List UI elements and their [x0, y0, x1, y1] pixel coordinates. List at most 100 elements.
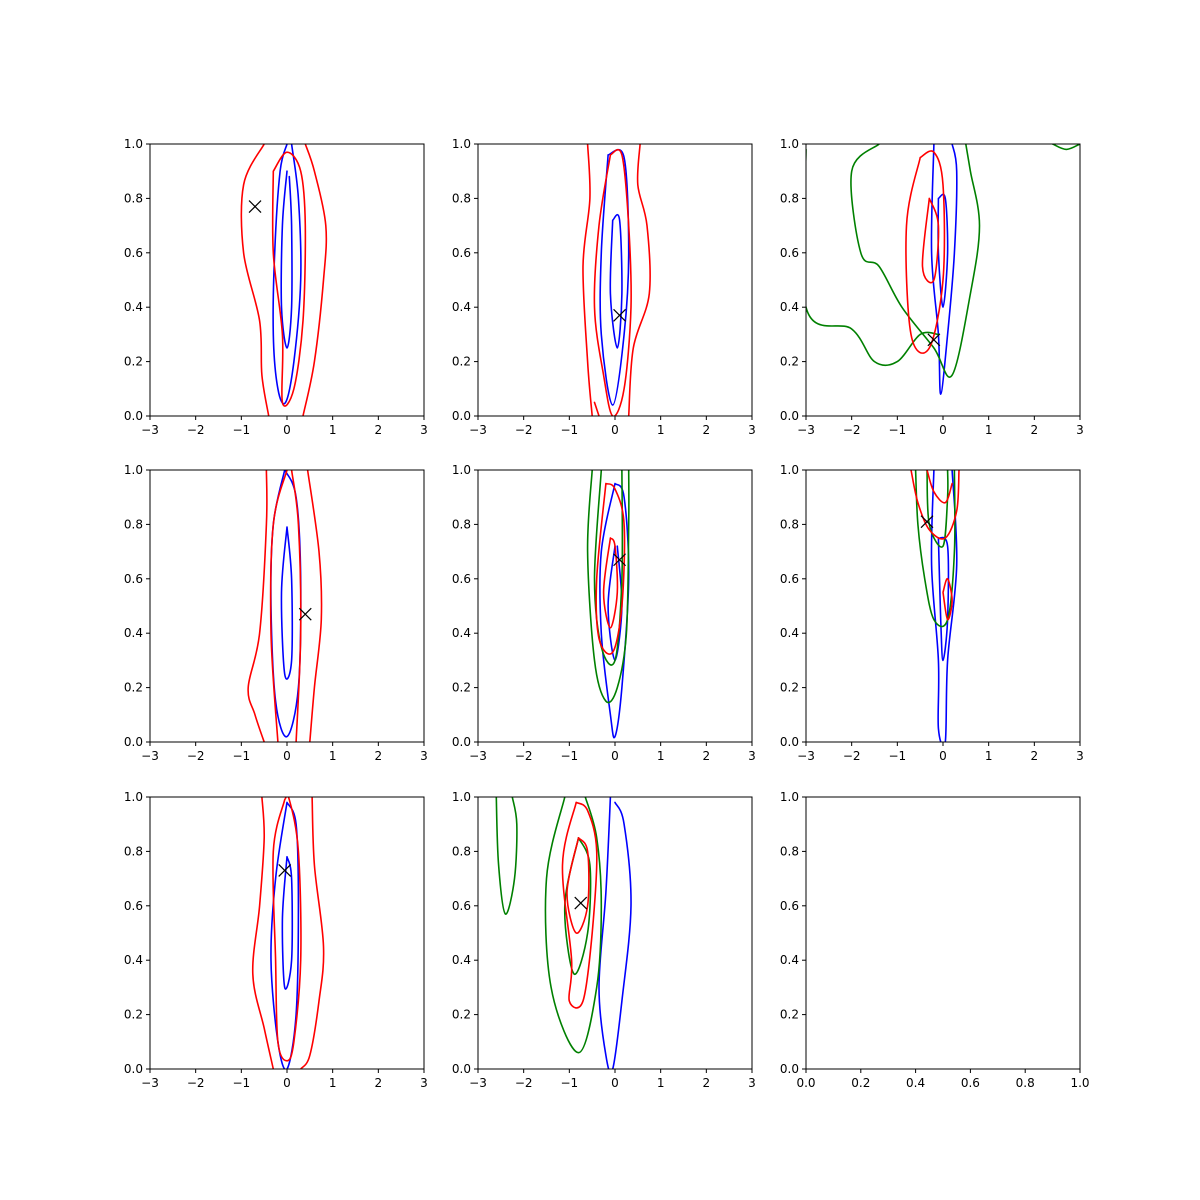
- y-tick-label: 0.4: [780, 300, 799, 314]
- x-tick-label: 1: [657, 749, 665, 763]
- x-tick-label: 1: [657, 1076, 665, 1090]
- red-contour-line: [251, 797, 275, 1069]
- x-tick-label: −3: [141, 749, 159, 763]
- red-contour-line: [306, 470, 323, 742]
- green-contour-line: [495, 797, 518, 915]
- y-tick-label: 0.2: [780, 1008, 799, 1022]
- x-tick-label: −1: [888, 423, 906, 437]
- plot-area: [251, 797, 325, 1069]
- green-contour-line: [586, 470, 630, 704]
- y-tick-label: 0.4: [124, 300, 143, 314]
- blue-contour-line: [599, 482, 630, 739]
- x-tick-label: 0: [283, 423, 291, 437]
- y-tick-label: 0.4: [124, 953, 143, 967]
- y-tick-label: 0.2: [452, 681, 471, 695]
- y-tick-label: 1.0: [780, 790, 799, 804]
- x-marker: [248, 200, 262, 213]
- y-tick-label: 1.0: [452, 137, 471, 151]
- y-tick-label: 0.8: [124, 191, 143, 205]
- x-tick-label: −3: [797, 749, 815, 763]
- subplot-2: −3 −2 −1 0 1 2 3 0.0 0.2 0.4 0.6 0.8 1.0: [452, 137, 756, 437]
- red-contour-line: [942, 577, 953, 621]
- y-tick-label: 0.8: [124, 844, 143, 858]
- y-tick-label: 0.2: [780, 355, 799, 369]
- x-tick-label: −3: [469, 423, 487, 437]
- axes-frame: [477, 469, 753, 743]
- blue-contour-line: [607, 545, 623, 662]
- green-contour-line: [926, 470, 949, 548]
- blue-contour-line: [937, 193, 949, 308]
- y-tick-label: 0.8: [780, 844, 799, 858]
- x-tick-label: 2: [375, 749, 383, 763]
- x-tick-label: 3: [1076, 749, 1084, 763]
- y-tick-label: 0.6: [452, 246, 471, 260]
- x-tick-label: 2: [703, 423, 711, 437]
- blue-contour-line: [598, 797, 632, 1069]
- x-tick-label: 1: [329, 1076, 337, 1090]
- y-tick-label: 0.0: [452, 735, 471, 749]
- red-contour-line: [921, 197, 940, 284]
- x-tick-label: 3: [748, 423, 756, 437]
- y-tick-label: 0.4: [124, 626, 143, 640]
- plot-area: [586, 470, 630, 739]
- red-contour-line: [299, 797, 325, 1069]
- x-tick-label: 2: [375, 423, 383, 437]
- x-tick-label: 2: [1031, 749, 1039, 763]
- x-tick-label: −2: [187, 1076, 205, 1090]
- subplot-8: −3 −2 −1 0 1 2 3 0.0 0.2 0.4 0.6 0.8 1.0: [452, 790, 756, 1090]
- red-contour-line: [593, 401, 600, 416]
- red-contour-line: [910, 470, 960, 540]
- axes-frame: [805, 469, 1081, 743]
- y-tick-label: 0.0: [124, 735, 143, 749]
- x-tick-label: 0: [611, 749, 619, 763]
- y-tick-label: 0.8: [124, 517, 143, 531]
- y-tick-label: 0.2: [780, 681, 799, 695]
- y-tick-label: 1.0: [124, 463, 143, 477]
- x-tick-label: 3: [748, 749, 756, 763]
- x-tick-label: −2: [515, 749, 533, 763]
- y-tick-label: 0.2: [124, 355, 143, 369]
- y-tick-label: 0.0: [780, 1062, 799, 1076]
- green-contour-line: [806, 148, 940, 367]
- y-tick-label: 0.2: [452, 1008, 471, 1022]
- y-tick-label: 0.6: [124, 246, 143, 260]
- x-tick-label: −1: [888, 749, 906, 763]
- x-tick-label: −1: [232, 1076, 250, 1090]
- y-tick-label: 0.2: [124, 1008, 143, 1022]
- plot-area: [806, 144, 1080, 395]
- x-marker: [920, 515, 934, 529]
- y-tick-label: 0.0: [452, 1062, 471, 1076]
- x-tick-label: 1: [985, 423, 993, 437]
- x-tick-label: 0.0: [796, 1076, 815, 1090]
- green-contour-line: [563, 837, 592, 975]
- y-tick-label: 1.0: [452, 463, 471, 477]
- red-contour-line: [272, 797, 302, 1062]
- plot-area: [495, 797, 632, 1069]
- x-tick-label: −3: [469, 1076, 487, 1090]
- y-tick-label: 0.4: [780, 626, 799, 640]
- subplot-9: 0.0 0.2 0.4 0.6 0.8 1.0 0.0 0.2 0.4 0.6 0.8 1.0: [780, 790, 1090, 1090]
- blue-contour-line: [930, 144, 958, 395]
- x-tick-label: −3: [141, 423, 159, 437]
- blue-contour-line: [937, 536, 950, 662]
- x-marker: [278, 864, 292, 877]
- y-tick-label: 0.6: [780, 899, 799, 913]
- y-tick-label: 0.8: [452, 517, 471, 531]
- y-tick-label: 0.6: [124, 572, 143, 586]
- x-tick-label: 3: [748, 1076, 756, 1090]
- y-tick-label: 0.0: [780, 409, 799, 423]
- x-tick-label: 0.8: [1016, 1076, 1035, 1090]
- red-contour-line: [290, 470, 302, 742]
- subplot-3: −3 −2 −1 0 1 2 3 0.0 0.2 0.4 0.6 0.8 1.0: [780, 137, 1084, 437]
- x-tick-label: −2: [843, 749, 861, 763]
- axes-frame: [477, 143, 753, 417]
- x-tick-label: 0: [939, 423, 947, 437]
- axes-frame: [477, 796, 753, 1070]
- x-tick-label: −2: [187, 423, 205, 437]
- y-tick-label: 1.0: [124, 137, 143, 151]
- axes-frame: [149, 143, 425, 417]
- y-tick-label: 0.8: [780, 191, 799, 205]
- y-tick-label: 1.0: [780, 463, 799, 477]
- y-tick-label: 1.0: [452, 790, 471, 804]
- x-tick-label: 0.4: [906, 1076, 925, 1090]
